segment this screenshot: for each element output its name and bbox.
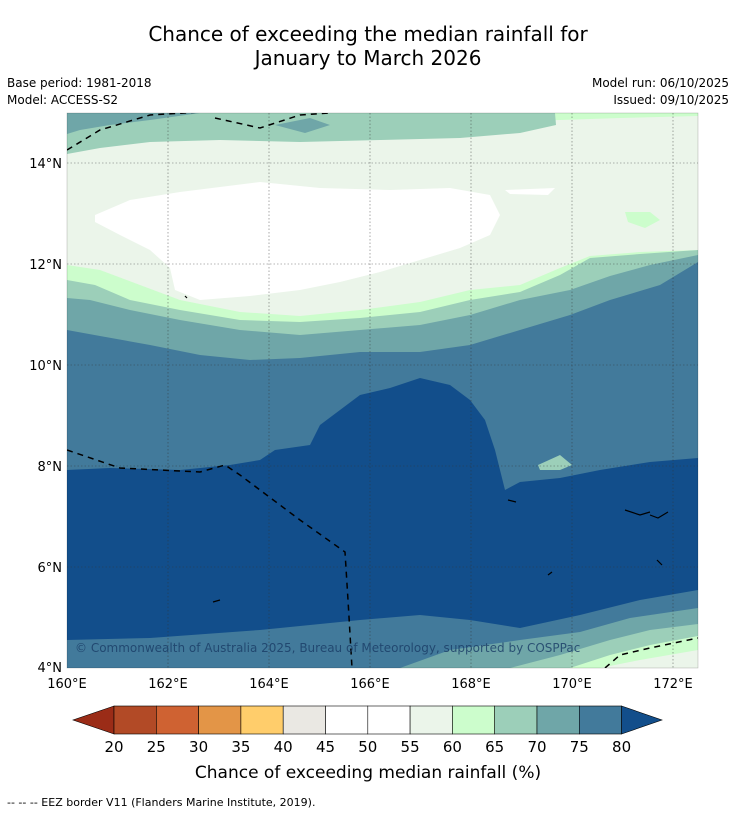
colorbar-cell — [536, 705, 580, 735]
colorbar-tick: 55 — [401, 738, 420, 756]
colorbar-cell — [367, 705, 411, 735]
colorbar-tick: 25 — [147, 738, 166, 756]
band-45-55-b — [505, 188, 555, 195]
x-tick: 170°E — [552, 677, 592, 692]
x-tick: 160°E — [47, 677, 87, 692]
y-tick: 10°N — [29, 359, 62, 374]
colorbar-tick: 80 — [612, 738, 631, 756]
base-period: Base period: 1981-2018 — [7, 76, 152, 90]
band-south-55-60 — [600, 650, 698, 668]
colorbar-cell — [578, 705, 622, 735]
islands — [184, 295, 669, 603]
colorbar-cell — [282, 705, 326, 735]
model-run: Model run: 06/10/2025 — [591, 76, 729, 90]
x-tick: 172°E — [653, 677, 693, 692]
y-tick: 12°N — [29, 258, 62, 273]
colorbar-cell — [113, 705, 157, 735]
colorbar-ticks: 20 25 30 35 40 45 50 55 60 65 70 75 80 — [104, 738, 631, 756]
band-north-70-75 — [67, 113, 200, 134]
y-axis-ticks: 14°N 12°N 10°N 8°N 6°N 4°N — [29, 157, 62, 676]
x-tick: 166°E — [350, 677, 390, 692]
model-name: Model: ACCESS-S2 — [7, 93, 119, 107]
patch-75-80 — [543, 410, 562, 422]
colorbar — [72, 705, 663, 735]
colorbar-cell — [198, 705, 242, 735]
colorbar-tick: 60 — [443, 738, 462, 756]
colorbar-cell — [494, 705, 538, 735]
rainfall-map: © Commonwealth of Australia 2025, Bureau… — [67, 113, 698, 668]
y-tick: 6°N — [38, 561, 63, 576]
x-tick: 164°E — [249, 677, 289, 692]
eez-border — [67, 113, 698, 668]
colorbar-tick: 75 — [570, 738, 589, 756]
band-45-55 — [95, 182, 500, 300]
colorbar-tick: 20 — [104, 738, 123, 756]
map-frame — [66, 112, 699, 669]
colorbar-tick: 30 — [189, 738, 208, 756]
band-north-65-70 — [67, 113, 556, 154]
colorbar-low-arrow — [72, 705, 115, 735]
band-above-80 — [67, 378, 698, 668]
y-tick: 14°N — [29, 157, 62, 172]
y-tick: 4°N — [38, 661, 63, 676]
colorbar-tick: 65 — [485, 738, 504, 756]
title-line-1: Chance of exceeding the median rainfall … — [148, 22, 588, 46]
colorbar-high-arrow — [621, 705, 663, 735]
colorbar-cell — [409, 705, 453, 735]
colorbar-cell — [156, 705, 199, 735]
meta-right: Model run: 06/10/2025 Issued: 09/10/2025 — [592, 75, 729, 109]
x-tick: 162°E — [148, 677, 188, 692]
map-title: Chance of exceeding the median rainfall … — [0, 22, 736, 70]
issued-date: Issued: 09/10/2025 — [613, 93, 729, 107]
colorbar-cell — [452, 705, 495, 735]
y-tick: 8°N — [38, 460, 63, 475]
colorbar-tick: 50 — [358, 738, 377, 756]
colorbar-tick: 35 — [231, 738, 250, 756]
x-tick: 168°E — [451, 677, 491, 692]
eez-footnote: -- -- -- EEZ border V11 (Flanders Marine… — [7, 796, 316, 809]
x-axis-ticks: 160°E 162°E 164°E 166°E 168°E 170°E 172°… — [47, 677, 693, 692]
gridlines — [67, 113, 698, 668]
colorbar-cell — [325, 705, 369, 735]
copyright-text: © Commonwealth of Australia 2025, Bureau… — [75, 641, 580, 655]
colorbar-cell — [240, 705, 284, 735]
title-line-2: January to March 2026 — [254, 46, 482, 70]
colorbar-label: Chance of exceeding median rainfall (%) — [195, 763, 541, 783]
meta-left: Base period: 1981-2018 Model: ACCESS-S2 — [7, 75, 152, 109]
band-north-70-75-b — [275, 118, 330, 133]
colorbar-tick: 70 — [527, 738, 546, 756]
band-east-60-65 — [625, 212, 660, 228]
colorbar-tick: 40 — [274, 738, 293, 756]
colorbar-tick: 45 — [316, 738, 335, 756]
